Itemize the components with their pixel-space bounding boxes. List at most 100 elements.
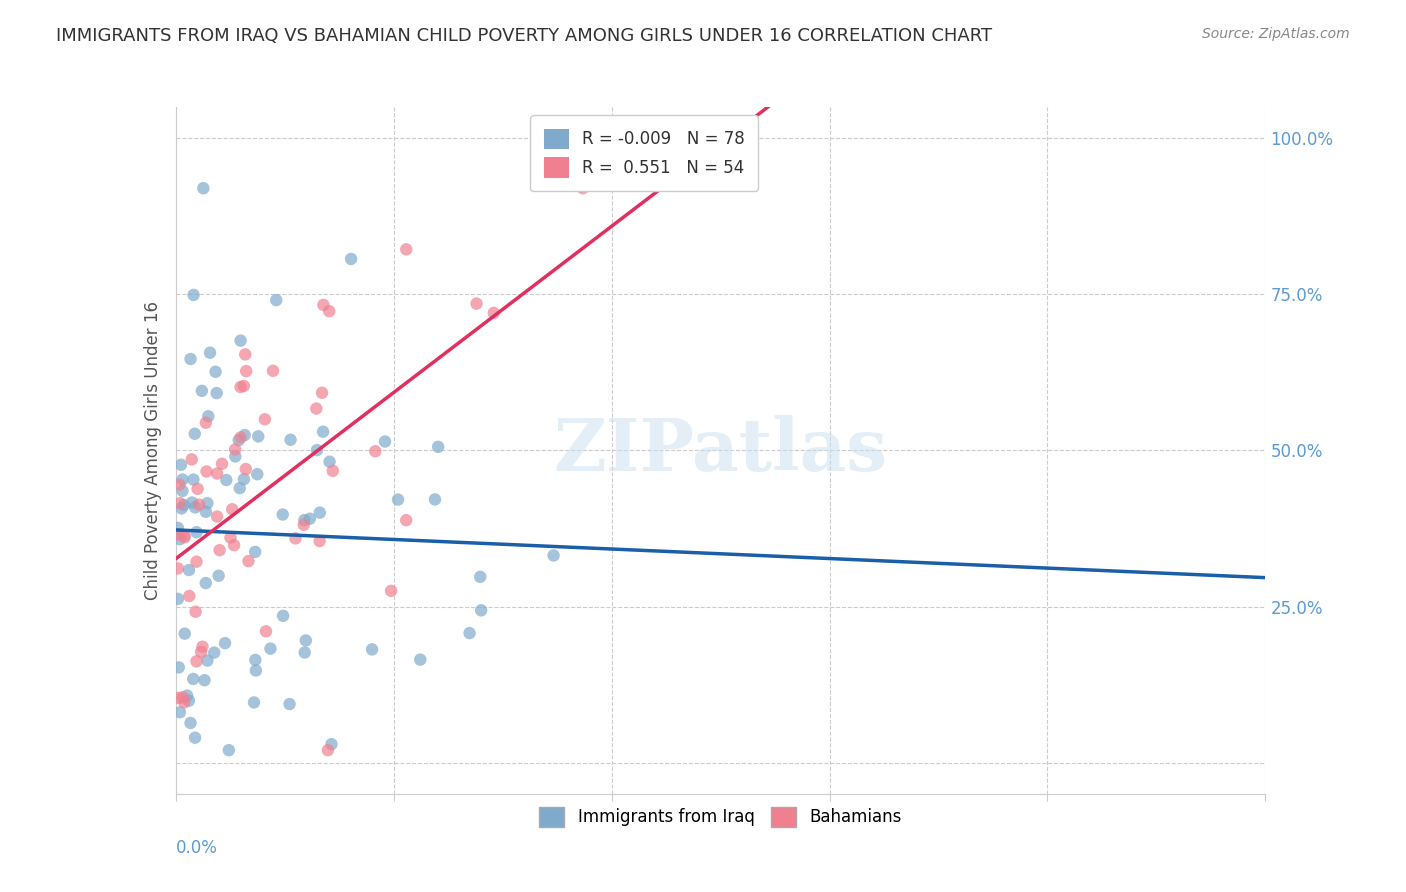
Point: [179, 589, 201, 603]
Point: [167, 521, 190, 535]
Point: [482, 306, 505, 320]
Point: [219, 531, 242, 545]
Point: [409, 652, 432, 666]
Legend: Immigrants from Iraq, Bahamians: Immigrants from Iraq, Bahamians: [526, 794, 915, 840]
Point: [215, 473, 238, 487]
Point: [188, 498, 211, 512]
Point: [229, 380, 252, 394]
Point: [572, 181, 595, 195]
Point: [264, 293, 287, 307]
Point: [238, 554, 260, 568]
Point: [205, 386, 228, 401]
Point: [224, 442, 246, 457]
Point: [214, 636, 236, 650]
Point: [254, 624, 277, 639]
Point: [458, 626, 481, 640]
Point: [229, 481, 252, 495]
Point: [374, 434, 396, 449]
Point: [204, 365, 226, 379]
Text: 0.0%: 0.0%: [176, 838, 218, 856]
Point: [173, 498, 195, 512]
Point: [280, 433, 302, 447]
Point: [305, 401, 328, 416]
Point: [183, 288, 205, 302]
Text: ZIPatlas: ZIPatlas: [554, 415, 887, 486]
Point: [387, 492, 409, 507]
Point: [194, 576, 217, 591]
Point: [169, 705, 191, 719]
Point: [427, 440, 450, 454]
Point: [221, 502, 243, 516]
Point: [176, 689, 198, 703]
Point: [184, 731, 207, 745]
Point: [224, 450, 246, 464]
Point: [194, 505, 217, 519]
Y-axis label: Child Poverty Among Girls Under 16: Child Poverty Among Girls Under 16: [143, 301, 162, 600]
Point: [208, 568, 231, 582]
Point: [173, 528, 195, 542]
Point: [361, 642, 384, 657]
Point: [167, 527, 190, 541]
Point: [245, 664, 267, 678]
Point: [218, 743, 240, 757]
Point: [186, 555, 208, 569]
Point: [187, 482, 209, 496]
Point: [228, 434, 250, 448]
Point: [191, 640, 214, 654]
Point: [167, 591, 190, 606]
Point: [271, 508, 294, 522]
Point: [170, 458, 193, 472]
Point: [169, 477, 191, 491]
Point: [195, 654, 218, 668]
Point: [224, 538, 246, 552]
Point: [229, 334, 252, 348]
Point: [318, 455, 340, 469]
Text: IMMIGRANTS FROM IRAQ VS BAHAMIAN CHILD POVERTY AMONG GIRLS UNDER 16 CORRELATION : IMMIGRANTS FROM IRAQ VS BAHAMIAN CHILD P…: [56, 27, 993, 45]
Point: [271, 608, 294, 623]
Point: [197, 409, 219, 424]
Point: [181, 495, 204, 509]
Point: [243, 545, 266, 559]
Point: [235, 364, 257, 378]
Point: [180, 452, 202, 467]
Point: [184, 605, 207, 619]
Point: [294, 645, 316, 659]
Point: [180, 351, 202, 366]
Point: [470, 570, 492, 584]
Point: [172, 690, 194, 705]
Point: [205, 509, 228, 524]
Point: [312, 425, 335, 439]
Point: [211, 457, 233, 471]
Point: [380, 583, 402, 598]
Point: [172, 473, 194, 487]
Point: [364, 444, 387, 458]
Point: [312, 298, 335, 312]
Point: [318, 304, 340, 318]
Point: [181, 672, 204, 686]
Point: [253, 412, 276, 426]
Point: [259, 641, 281, 656]
Point: [180, 715, 202, 730]
Point: [191, 384, 214, 398]
Point: [172, 483, 194, 498]
Point: [246, 467, 269, 482]
Point: [233, 428, 256, 442]
Point: [177, 694, 200, 708]
Point: [247, 429, 270, 443]
Point: [298, 512, 321, 526]
Point: [205, 467, 228, 481]
Point: [395, 513, 418, 527]
Point: [184, 500, 207, 515]
Point: [292, 513, 315, 527]
Point: [262, 364, 284, 378]
Point: [316, 743, 339, 757]
Point: [340, 252, 363, 266]
Point: [208, 543, 231, 558]
Point: [167, 691, 190, 706]
Point: [233, 472, 256, 486]
Point: [170, 501, 193, 516]
Point: [233, 347, 256, 361]
Point: [173, 695, 195, 709]
Point: [193, 181, 215, 195]
Point: [184, 426, 207, 441]
